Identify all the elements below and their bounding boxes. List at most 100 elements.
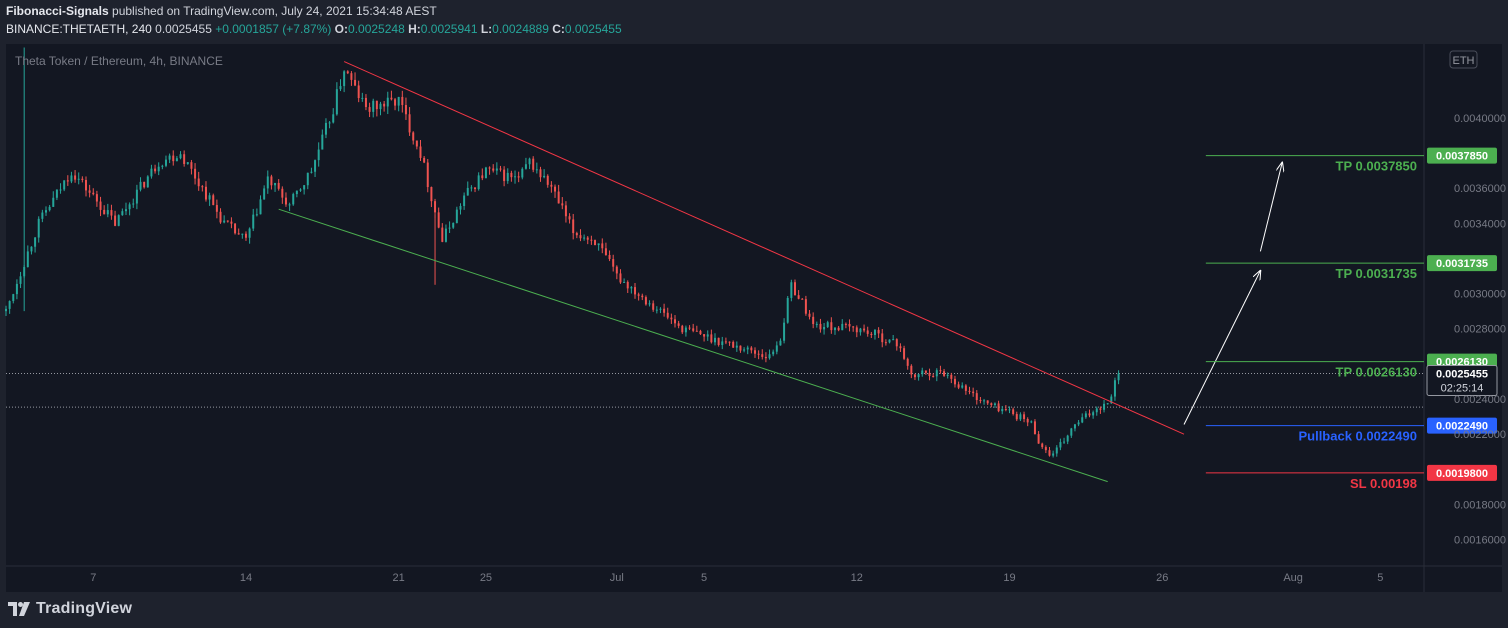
- candle-body: [401, 96, 404, 106]
- candle-body: [244, 233, 247, 238]
- candle-body: [375, 100, 378, 110]
- candle-body: [1019, 414, 1022, 420]
- candle-body: [332, 114, 335, 123]
- trendline-lower[interactable]: [278, 208, 1108, 483]
- candle-body: [521, 168, 524, 178]
- candle-body: [41, 212, 44, 219]
- candle-body: [721, 341, 724, 345]
- y-tick-label: 0.0018000: [1454, 499, 1506, 511]
- candle-body: [161, 165, 164, 167]
- candle-body: [892, 339, 895, 341]
- x-tick-label: Jul: [610, 572, 624, 584]
- candle-body: [463, 195, 466, 206]
- candle-body: [888, 339, 891, 343]
- candle-body: [877, 329, 880, 334]
- candle-body: [906, 358, 909, 366]
- candle-body: [84, 180, 87, 191]
- candle-body: [117, 215, 120, 226]
- candle-body: [895, 339, 898, 347]
- candle-body: [452, 222, 455, 228]
- candle-body: [543, 175, 546, 178]
- projection-arrow-1[interactable]: [1183, 271, 1260, 425]
- y-tick-label: 0.0016000: [1454, 535, 1506, 547]
- candle-body: [495, 168, 498, 171]
- candle-body: [499, 168, 502, 170]
- candle-body: [1026, 418, 1029, 423]
- candle-body: [175, 158, 178, 162]
- trendlines: [278, 61, 1283, 483]
- candle-body: [139, 181, 142, 190]
- candle-body: [230, 221, 233, 224]
- candle-body: [114, 215, 117, 226]
- candle-body: [270, 176, 273, 186]
- candle-body: [1103, 403, 1106, 410]
- candle-body: [768, 354, 771, 359]
- candle-body: [434, 201, 437, 213]
- candle-body: [557, 191, 560, 204]
- candle-body: [1033, 421, 1036, 435]
- price-tag: 0.0022490: [1436, 421, 1488, 433]
- candle-body: [750, 347, 753, 351]
- currency-badge-box[interactable]: [1449, 50, 1478, 69]
- candle-body: [1106, 403, 1109, 405]
- candle-body: [775, 345, 778, 352]
- candle-body: [761, 354, 764, 357]
- candle-body: [324, 122, 327, 135]
- candle-body: [855, 327, 858, 333]
- candle-body: [1081, 417, 1084, 423]
- x-tick-label: 19: [1003, 572, 1015, 584]
- candle-body: [306, 172, 309, 186]
- candle-body: [997, 403, 1000, 412]
- candle-body: [564, 205, 567, 217]
- trendline-upper[interactable]: [343, 61, 1185, 435]
- candle-body: [99, 201, 102, 210]
- candle-body: [561, 203, 564, 206]
- footer: TradingView: [0, 592, 1508, 628]
- candles: [5, 47, 1120, 458]
- candle-body: [1048, 450, 1051, 456]
- plot-area[interactable]: [6, 44, 1424, 566]
- candle-body: [208, 195, 211, 200]
- candle-body: [481, 175, 484, 179]
- candle-body: [135, 189, 138, 204]
- tradingview-logo[interactable]: TradingView: [8, 600, 132, 618]
- candle-body: [48, 206, 51, 211]
- candle-body: [343, 71, 346, 87]
- symbol-label[interactable]: BINANCE:THETAETH, 240: [6, 22, 152, 36]
- candle-body: [546, 175, 549, 185]
- candle-body: [121, 211, 124, 216]
- candle-body: [899, 346, 902, 349]
- candle-body: [150, 168, 153, 177]
- candle-body: [939, 370, 942, 372]
- projection-arrow-2[interactable]: [1259, 163, 1282, 252]
- time-axis[interactable]: [6, 566, 1502, 592]
- candle-body: [124, 209, 127, 212]
- candle-body: [179, 154, 182, 159]
- candle-body: [415, 140, 418, 147]
- candle-body: [110, 210, 113, 216]
- candle-body: [1008, 409, 1011, 411]
- candle-body: [168, 155, 171, 160]
- candle-body: [59, 189, 62, 191]
- candle-body: [423, 157, 426, 163]
- candle-body: [1001, 408, 1004, 412]
- x-tick-label: 25: [480, 572, 492, 584]
- candle-body: [506, 172, 509, 182]
- candle-body: [30, 246, 33, 252]
- candle-body: [783, 322, 786, 341]
- candle-body: [455, 209, 458, 223]
- candle-body: [652, 303, 655, 310]
- candle-body: [474, 187, 477, 190]
- candle-body: [535, 169, 538, 171]
- candle-body: [223, 220, 226, 223]
- candle-body: [910, 365, 913, 375]
- x-tick-label: 12: [851, 572, 863, 584]
- candle-body: [190, 162, 193, 169]
- level-annotation: TP 0.0031735: [1336, 266, 1417, 281]
- author-name[interactable]: Fibonacci-Signals: [6, 4, 109, 18]
- candle-body: [1070, 428, 1073, 436]
- candle-body: [554, 186, 557, 192]
- candle-body: [470, 187, 473, 189]
- candle-body: [1095, 408, 1098, 413]
